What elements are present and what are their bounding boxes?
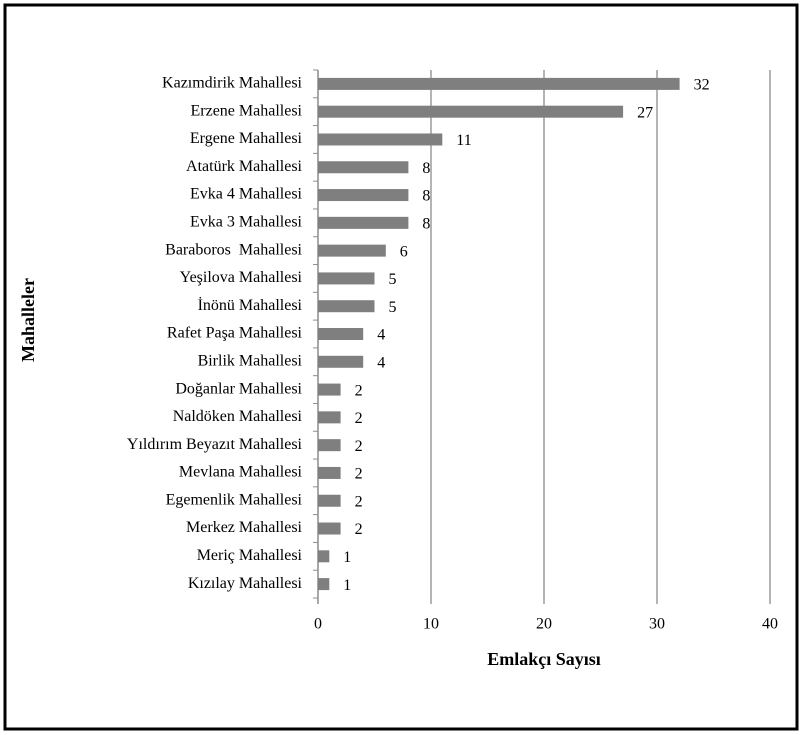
x-tick-label: 40 [762, 616, 778, 633]
value-label: 2 [355, 438, 363, 455]
bar [318, 244, 386, 257]
bar [318, 466, 341, 479]
value-label: 27 [637, 104, 653, 121]
bar [318, 522, 341, 535]
bar [318, 328, 364, 340]
value-label: 4 [377, 354, 385, 371]
value-label: 8 [422, 216, 430, 233]
y-tick-label: Egemenlik Mahallesi [166, 491, 303, 508]
y-tick-label: Naldöken Mahallesi [173, 408, 303, 425]
y-tick-label: Rafet Paşa Mahallesi [167, 325, 303, 342]
value-label: 2 [355, 493, 363, 510]
frame [3, 3, 799, 731]
x-tick-label: 20 [536, 616, 552, 633]
value-label: 2 [355, 521, 363, 538]
value-label: 5 [389, 299, 397, 316]
bar [318, 216, 409, 229]
bar [318, 439, 341, 452]
y-tick-label: Evka 3 Mahallesi [190, 214, 303, 231]
y-tick-label: Kızılay Mahallesi [188, 575, 303, 592]
bar [318, 494, 341, 507]
value-label: 8 [422, 188, 430, 205]
bar [318, 300, 375, 313]
y-axis-label: Mahalleler [18, 278, 38, 362]
x-tick-label: 30 [649, 616, 665, 633]
value-label: 2 [355, 382, 363, 399]
y-tick-label: Baraboros Mahallesi [165, 241, 302, 258]
bar [318, 105, 624, 118]
value-label: 4 [377, 327, 385, 344]
x-tick-label: 10 [423, 616, 439, 633]
value-label: 2 [355, 466, 363, 483]
y-tick-label: Mevlana Mahallesi [179, 464, 303, 481]
value-label: 1 [343, 577, 351, 594]
value-label: 6 [400, 243, 408, 260]
value-label: 2 [355, 410, 363, 427]
y-tick-label: Kazımdirik Mahallesi [162, 75, 303, 92]
bar [318, 411, 341, 424]
x-tick-label: 0 [314, 616, 322, 633]
value-label: 8 [422, 160, 430, 177]
y-tick-label: Evka 4 Mahallesi [190, 186, 303, 203]
y-tick-label: Birlik Mahallesi [198, 352, 303, 369]
y-tick-label: Merkez Mahallesi [186, 519, 303, 536]
bar [318, 272, 375, 285]
bar [318, 578, 330, 591]
bar [318, 161, 409, 174]
y-tick-label: Doğanlar Mahallesi [175, 380, 302, 397]
value-label: 32 [694, 77, 710, 94]
y-tick-label: Yıldırım Beyazıt Mahallesi [127, 436, 303, 453]
bar [318, 189, 409, 202]
y-tick-label: İnönü Mahallesi [198, 296, 303, 314]
value-label: 11 [456, 132, 471, 149]
value-label: 5 [389, 271, 397, 288]
y-tick-label: Atatürk Mahallesi [186, 158, 303, 175]
bar [318, 383, 341, 396]
x-axis-label: Emlakçı Sayısı [487, 649, 601, 669]
value-label: 1 [343, 549, 351, 566]
bar [318, 133, 443, 146]
bar [318, 355, 364, 368]
y-tick-label: Yeşilova Mahallesi [180, 269, 303, 286]
y-tick-label: Erzene Mahallesi [191, 102, 303, 119]
bar [318, 77, 680, 90]
y-tick-label: Ergene Mahallesi [190, 130, 303, 147]
bar [318, 550, 330, 563]
y-tick-label: Meriç Mahallesi [197, 547, 303, 564]
